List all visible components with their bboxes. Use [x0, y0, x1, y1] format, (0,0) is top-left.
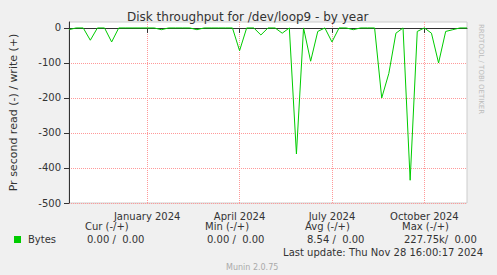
svg-text:0.00 / 0.00: 0.00 / 0.00 [87, 234, 144, 245]
svg-text:-500: -500 [38, 198, 61, 209]
svg-text:0: 0 [55, 22, 61, 33]
svg-text:RRDTOOL / TOBI OETIKER: RRDTOOL / TOBI OETIKER [477, 24, 485, 114]
svg-text:-200: -200 [38, 92, 61, 103]
svg-text:Disk throughput for /dev/loop9: Disk throughput for /dev/loop9 - by year [127, 10, 369, 24]
svg-text:-300: -300 [38, 127, 61, 138]
svg-text:Max (-/+): Max (-/+) [402, 221, 449, 232]
svg-text:Cur (-/+): Cur (-/+) [85, 221, 129, 232]
svg-text:October 2024: October 2024 [390, 211, 459, 222]
svg-text:Last update: Thu Nov 28 16:00:: Last update: Thu Nov 28 16:00:17 2024 [283, 247, 483, 258]
svg-text:April 2024: April 2024 [214, 211, 265, 222]
svg-text:0.00 / 0.00: 0.00 / 0.00 [207, 234, 264, 245]
svg-text:Munin 2.0.75: Munin 2.0.75 [226, 263, 278, 272]
svg-text:-400: -400 [38, 162, 61, 173]
svg-text:Bytes: Bytes [28, 234, 56, 245]
svg-text:8.54 / 0.00: 8.54 / 0.00 [307, 234, 364, 245]
svg-text:Avg (-/+): Avg (-/+) [305, 221, 350, 232]
svg-text:Pr second read (-) / write (+): Pr second read (-) / write (+) [7, 34, 20, 192]
svg-text:-100: -100 [38, 57, 61, 68]
svg-text:227.75k/ 0.00: 227.75k/ 0.00 [404, 234, 477, 245]
svg-text:January 2024: January 2024 [113, 211, 181, 222]
svg-text:July 2024: July 2024 [308, 211, 356, 222]
svg-text:Min (-/+): Min (-/+) [205, 221, 249, 232]
